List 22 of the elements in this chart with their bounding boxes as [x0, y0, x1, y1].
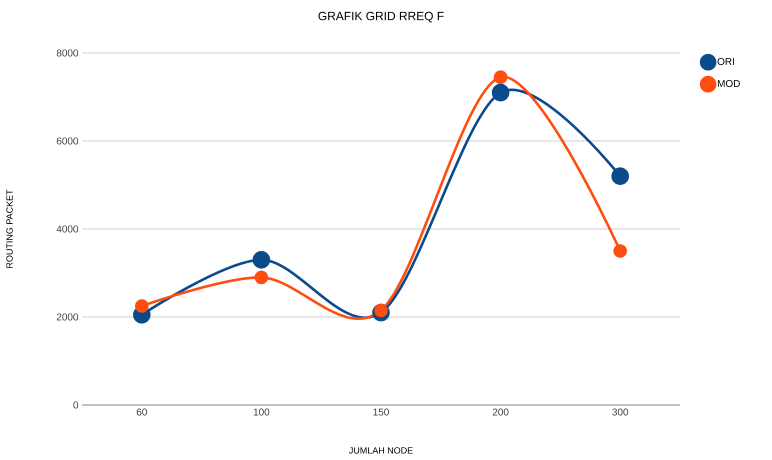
- point: [252, 251, 270, 269]
- point: [494, 70, 508, 84]
- y-tick-label: 8000: [56, 49, 78, 57]
- x-tick-label: 60: [136, 408, 147, 416]
- point: [492, 84, 510, 102]
- x-tick-label: 200: [492, 408, 509, 416]
- y-tick-label: 2000: [56, 313, 78, 321]
- x-tick-label: 100: [254, 408, 270, 416]
- point: [611, 167, 629, 186]
- x-axis-title: JUMLAH NODE: [349, 447, 413, 454]
- y-tick-label: 4000: [56, 225, 78, 233]
- point: [254, 270, 268, 284]
- point: [135, 299, 149, 313]
- x-tick-label: 300: [612, 408, 628, 416]
- y-axis-title: ROUTING PACKET: [6, 190, 13, 268]
- y-tick-label: 0: [73, 401, 78, 409]
- y-tick-label: 6000: [56, 137, 78, 145]
- point: [613, 244, 627, 258]
- legend-label: MOD: [718, 80, 740, 88]
- chart-title: GRAFIK GRID RREQ F: [318, 12, 444, 22]
- x-tick-label: 150: [373, 408, 389, 416]
- legend-label: ORI: [718, 58, 734, 66]
